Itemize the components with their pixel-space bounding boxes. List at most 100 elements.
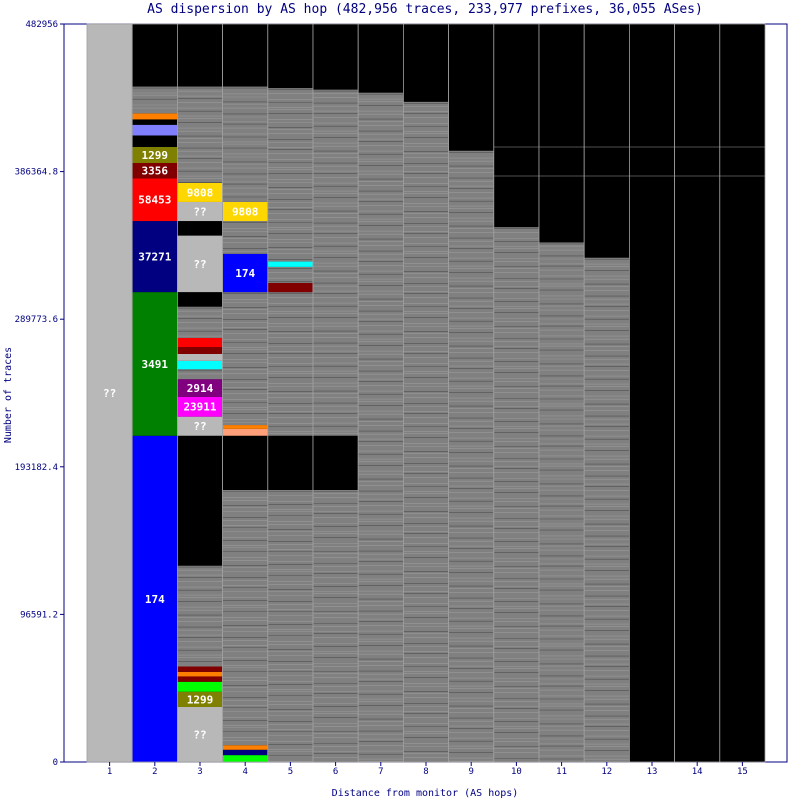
column-background	[629, 24, 675, 762]
as-segment	[132, 135, 178, 147]
hop-column-5	[267, 23, 314, 763]
as-segment	[177, 671, 223, 677]
segment-label: 37271	[138, 251, 171, 264]
segment-label: 1299	[142, 149, 169, 162]
x-tick-label: 15	[737, 767, 748, 777]
x-tick-label: 9	[468, 767, 473, 777]
as-segment	[132, 124, 178, 136]
as-segment	[132, 146, 178, 163]
as-segment	[132, 162, 178, 179]
hop-column-15	[719, 23, 766, 763]
x-tick-label: 12	[601, 767, 612, 777]
y-tick-label: 482956	[25, 20, 58, 30]
as-segment	[132, 435, 178, 762]
as-segment	[539, 242, 585, 762]
as-segment	[177, 230, 223, 236]
segment-label: ??	[103, 387, 116, 400]
as-segment	[177, 396, 223, 417]
hop-column-10	[493, 23, 540, 763]
as-segment	[222, 749, 268, 756]
segment-label: 174	[235, 267, 255, 280]
segment-label: ??	[193, 420, 206, 433]
as-segment	[177, 182, 223, 202]
x-tick-label: 7	[378, 767, 383, 777]
hop-column-2: 174 3491 37271 58453 3356 1299	[131, 23, 178, 763]
as-segment	[222, 425, 268, 429]
x-tick-label: 11	[556, 767, 567, 777]
as-segment	[222, 755, 268, 762]
extension-lines	[493, 146, 765, 177]
hop-column-1: ??	[86, 23, 133, 763]
as-segment	[222, 745, 268, 750]
as-segment	[132, 86, 178, 114]
x-tick-label: 1	[107, 767, 112, 777]
hop-column-8	[402, 23, 449, 763]
column-background	[719, 24, 765, 762]
x-axis-label: Distance from monitor (AS hops)	[332, 788, 519, 799]
chart-title: AS dispersion by AS hop (482,956 traces,…	[147, 2, 703, 17]
chart-columns: ?? 174 3491 37271 58453 3356 1299?? 1299?? 23911…	[86, 23, 766, 763]
x-tick-label: 13	[647, 767, 658, 777]
as-segment	[177, 86, 223, 183]
x-tick-label: 2	[152, 767, 157, 777]
as-segment	[177, 435, 223, 566]
as-segment	[313, 490, 359, 762]
as-segment	[267, 266, 313, 283]
column-background	[674, 24, 720, 762]
y-axis-ticks: 0 96591.2 193182.4 289773.6 386364.8 482956	[15, 20, 64, 768]
as-segment	[177, 676, 223, 682]
segment-label: ??	[193, 258, 206, 271]
as-segment	[403, 101, 449, 762]
as-segment	[132, 113, 178, 120]
as-segment	[358, 92, 404, 763]
as-segment	[222, 435, 268, 491]
as-segment	[177, 706, 223, 762]
as-segment	[313, 89, 359, 436]
as-segment	[177, 201, 223, 222]
as-segment	[132, 119, 178, 125]
x-tick-label: 5	[288, 767, 293, 777]
hop-column-7	[357, 23, 404, 763]
y-tick-label: 0	[53, 758, 58, 768]
as-segment	[177, 360, 223, 370]
segment-label: 2914	[187, 382, 214, 395]
as-segment	[222, 221, 268, 254]
as-segment	[267, 435, 313, 491]
as-segment	[177, 292, 223, 307]
segment-label: 3356	[142, 165, 169, 178]
hop-column-9	[448, 23, 495, 763]
hop-column-3: ?? 1299?? 23911 2914???? 9808	[176, 23, 223, 763]
hop-column-4: 174 9808	[222, 23, 269, 763]
as-segment	[267, 282, 313, 293]
as-segment	[177, 337, 223, 348]
as-segment	[177, 379, 223, 397]
y-tick-label: 289773.6	[15, 315, 58, 325]
segment-label: 9808	[232, 206, 259, 219]
segment-label: 1299	[187, 693, 214, 706]
as-segment	[132, 292, 178, 436]
as-segment	[177, 221, 223, 231]
as-segment	[222, 428, 268, 436]
as-segment	[177, 691, 223, 707]
as-segment	[177, 369, 223, 380]
hop-column-13	[629, 23, 676, 763]
y-tick-label: 386364.8	[15, 168, 58, 178]
hop-column-11	[538, 23, 585, 763]
as-segment	[222, 201, 268, 222]
as-segment	[222, 292, 268, 426]
as-segment	[177, 681, 223, 692]
segment-label: 9808	[187, 186, 214, 199]
as-segment	[584, 257, 630, 762]
as-segment	[177, 347, 223, 355]
x-tick-label: 4	[242, 767, 247, 777]
hop-column-12	[583, 23, 630, 763]
y-tick-label: 96591.2	[20, 610, 58, 620]
segment-label: ??	[193, 206, 206, 219]
as-segment	[313, 435, 359, 491]
x-tick-label: 10	[511, 767, 522, 777]
as-segment	[132, 178, 178, 222]
x-tick-label: 8	[423, 767, 428, 777]
as-segment	[448, 150, 494, 763]
x-tick-label: 14	[692, 767, 703, 777]
